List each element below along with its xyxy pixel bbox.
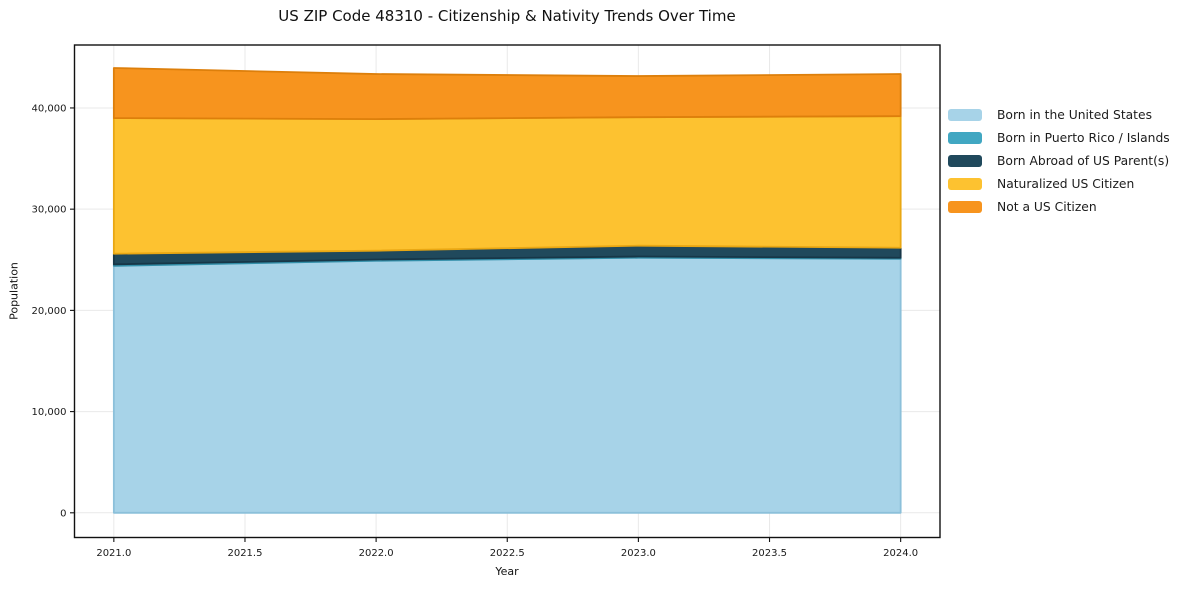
x-tick-label: 2023.5 — [752, 548, 787, 559]
legend-item-born-abroad-of-us-parent-s: Born Abroad of US Parent(s) — [948, 149, 1170, 172]
x-tick-label: 2021.0 — [96, 548, 131, 559]
chart-title: US ZIP Code 48310 - Citizenship & Nativi… — [278, 7, 736, 25]
y-tick-label: 0 — [60, 508, 66, 519]
y-axis-label: Population — [7, 262, 21, 320]
x-tick-label: 2021.5 — [227, 548, 262, 559]
legend-swatch — [948, 131, 982, 144]
x-tick-label: 2022.5 — [490, 548, 525, 559]
legend-label: Naturalized US Citizen — [997, 177, 1135, 192]
y-tick-label: 30,000 — [32, 205, 67, 216]
legend-label: Born Abroad of US Parent(s) — [997, 153, 1170, 168]
x-tick-label: 2024.0 — [883, 548, 918, 559]
legend-swatch — [948, 108, 982, 121]
legend-item-not-a-us-citizen: Not a US Citizen — [948, 196, 1170, 219]
x-tick-label: 2022.0 — [359, 548, 394, 559]
legend-item-naturalized-us-citizen: Naturalized US Citizen — [948, 173, 1170, 196]
legend-swatch — [948, 178, 982, 191]
legend-label: Not a US Citizen — [997, 200, 1097, 215]
y-tick-label: 20,000 — [32, 306, 67, 317]
legend-item-born-in-puerto-rico-islands: Born in Puerto Rico / Islands — [948, 126, 1170, 149]
area-naturalized-us-citizen — [112, 115, 902, 255]
legend-swatch — [948, 154, 982, 167]
area-born-in-the-united-states — [112, 256, 902, 514]
y-tick-label: 40,000 — [32, 103, 67, 114]
y-tick-label: 10,000 — [32, 407, 67, 418]
area-not-a-us-citizen — [112, 67, 902, 120]
legend: Born in the United States Born in Puerto … — [948, 103, 1170, 219]
legend-label: Born in the United States — [997, 107, 1152, 122]
legend-swatch — [948, 201, 982, 214]
legend-label: Born in Puerto Rico / Islands — [997, 130, 1170, 145]
x-axis-label: Year — [495, 565, 519, 578]
legend-item-born-in-the-united-states: Born in the United States — [948, 103, 1170, 126]
x-tick-label: 2023.0 — [621, 548, 656, 559]
